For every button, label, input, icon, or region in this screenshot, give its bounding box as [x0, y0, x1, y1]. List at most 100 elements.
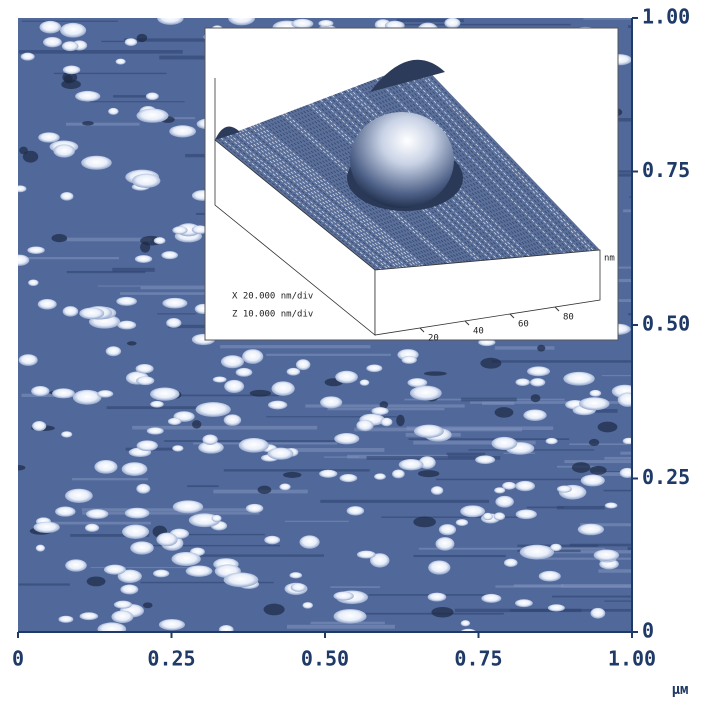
streak — [552, 596, 705, 598]
streak — [495, 585, 647, 587]
streak — [623, 209, 705, 212]
grain — [271, 381, 294, 396]
pit — [572, 462, 591, 473]
streak — [447, 453, 486, 456]
grain — [19, 354, 38, 366]
grain — [456, 519, 468, 526]
grain — [104, 565, 126, 575]
grain — [146, 92, 159, 100]
grain — [62, 41, 79, 51]
grain — [428, 560, 450, 574]
grain — [153, 570, 169, 578]
grain — [116, 59, 126, 65]
grain — [38, 299, 57, 309]
grain — [435, 537, 454, 551]
grain — [219, 625, 234, 635]
grain — [28, 279, 39, 286]
pit — [192, 420, 201, 429]
grain — [172, 226, 187, 234]
streak — [492, 360, 673, 362]
grain — [60, 192, 73, 201]
y-tick-label: 1.00 — [642, 5, 690, 29]
grain — [85, 524, 99, 532]
grain — [157, 11, 183, 24]
grain — [504, 559, 518, 567]
pit — [258, 486, 272, 494]
grain — [264, 536, 280, 545]
pit — [283, 472, 301, 478]
grain — [186, 565, 213, 576]
pit — [431, 607, 453, 618]
grain — [221, 355, 244, 368]
inset-tick-label: 60 — [518, 320, 529, 330]
streak — [82, 512, 259, 515]
streak — [224, 469, 370, 471]
grain — [289, 572, 302, 578]
grain — [481, 594, 501, 603]
grain — [516, 510, 537, 520]
grain — [224, 380, 244, 393]
pit — [250, 390, 271, 397]
grain — [108, 108, 119, 115]
grain — [114, 601, 132, 609]
grain — [136, 484, 150, 494]
grain — [60, 23, 86, 38]
grain — [515, 481, 535, 491]
grain — [460, 505, 485, 517]
grain — [147, 427, 164, 434]
x-tick-label: 1.00 — [608, 647, 656, 671]
pit — [23, 151, 38, 163]
pit — [537, 345, 545, 352]
grain — [196, 402, 231, 417]
inset-tick-label: 80 — [563, 313, 574, 323]
grain — [578, 524, 604, 536]
grain — [557, 486, 572, 493]
streak — [26, 257, 120, 259]
grain — [475, 455, 495, 464]
grain — [530, 378, 545, 386]
grain — [444, 18, 460, 28]
grain — [213, 376, 227, 382]
pit — [495, 407, 514, 418]
grain — [33, 522, 59, 533]
grain — [150, 401, 164, 408]
grain — [546, 438, 558, 444]
x-tick-label: 0.25 — [147, 647, 195, 671]
grain — [212, 515, 222, 522]
grain — [334, 609, 367, 623]
grain — [579, 397, 609, 410]
grain — [63, 306, 79, 316]
grain — [428, 593, 447, 602]
pit — [418, 470, 439, 477]
grain — [483, 513, 493, 520]
y-tick-label: 0.25 — [642, 465, 690, 489]
grain — [319, 470, 337, 478]
inset: X 20.000 nm/div Z 10.000 nm/div nm 20406… — [205, 28, 618, 344]
grain — [291, 583, 306, 592]
streak — [436, 479, 604, 481]
inset-tick-label: 20 — [428, 334, 439, 344]
figure: X 20.000 nm/div Z 10.000 nm/div nm 20406… — [0, 0, 705, 703]
grain — [520, 545, 554, 560]
grain — [334, 433, 359, 444]
grain — [550, 544, 562, 552]
pit — [87, 576, 106, 586]
grain — [410, 386, 442, 401]
streak — [413, 555, 505, 557]
pit — [137, 34, 147, 42]
inset-tick-label: 40 — [473, 327, 484, 337]
grain — [414, 425, 444, 438]
pit — [598, 422, 618, 433]
grain — [320, 396, 342, 408]
grain — [340, 474, 358, 482]
streak — [557, 506, 605, 509]
grain — [80, 612, 99, 620]
streak — [598, 569, 702, 572]
grain — [402, 356, 417, 364]
grain — [539, 571, 561, 582]
grain — [53, 144, 75, 157]
inset-unit: nm — [604, 254, 615, 264]
grain — [239, 438, 269, 453]
streak — [620, 452, 705, 455]
streak — [22, 21, 118, 22]
